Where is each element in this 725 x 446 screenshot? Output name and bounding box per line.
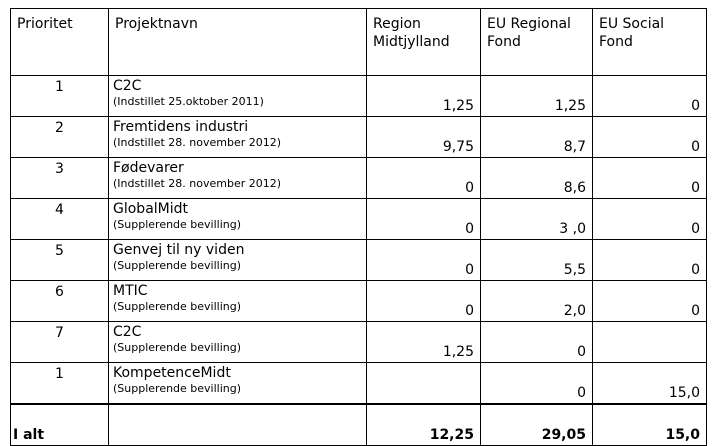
row-project: C2C (Indstillet 25.oktober 2011) xyxy=(108,75,367,117)
row-priority: 1 xyxy=(10,362,109,405)
row-region: 0 xyxy=(366,239,481,281)
row-project: GlobalMidt (Supplerende bevilling) xyxy=(108,198,367,240)
row-project: Fremtidens industri (Indstillet 28. novem… xyxy=(108,116,367,158)
row-project: C2C (Supplerende bevilling) xyxy=(108,321,367,363)
row-priority: 2 xyxy=(10,116,109,158)
row-eu-regional: 5,5 xyxy=(480,239,593,281)
row-priority: 1 xyxy=(10,75,109,117)
row-eu-social: 0 xyxy=(592,280,707,322)
header-region: Region Midtjylland xyxy=(366,8,481,76)
row-project: KompetenceMidt (Supplerende bevilling) xyxy=(108,362,367,405)
table-row: 1 KompetenceMidt (Supplerende bevilling) … xyxy=(10,362,707,405)
project-name: KompetenceMidt xyxy=(113,365,231,381)
project-note: (Supplerende bevilling) xyxy=(113,300,242,313)
row-eu-regional: 0 xyxy=(480,362,593,405)
row-region: 0 xyxy=(366,157,481,199)
header-priority: Prioritet xyxy=(10,8,109,76)
row-priority: 4 xyxy=(10,198,109,240)
project-name: C2C xyxy=(113,324,142,340)
header-eu-regional: EU Regional Fond xyxy=(480,8,593,76)
table-row: 6 MTIC (Supplerende bevilling) 0 2,0 0 xyxy=(10,280,707,322)
row-region xyxy=(366,362,481,405)
row-region: 9,75 xyxy=(366,116,481,158)
header-row: Prioritet Projektnavn Region Midtjylland… xyxy=(10,8,707,76)
row-eu-regional: 8,7 xyxy=(480,116,593,158)
row-eu-social: 15,0 xyxy=(592,362,707,405)
row-project: MTIC (Supplerende bevilling) xyxy=(108,280,367,322)
project-note: (Indstillet 28. november 2012) xyxy=(113,177,282,190)
row-eu-social: 0 xyxy=(592,157,707,199)
total-label: I alt xyxy=(10,403,109,446)
row-eu-social xyxy=(592,321,707,363)
table-row: 4 GlobalMidt (Supplerende bevilling) 0 3 … xyxy=(10,198,707,240)
row-eu-social: 0 xyxy=(592,239,707,281)
project-note: (Supplerende bevilling) xyxy=(113,341,242,354)
row-eu-regional: 1,25 xyxy=(480,75,593,117)
row-priority: 3 xyxy=(10,157,109,199)
total-region: 12,25 xyxy=(366,403,481,446)
project-note: (Indstillet 28. november 2012) xyxy=(113,136,282,149)
row-priority: 7 xyxy=(10,321,109,363)
row-eu-social: 0 xyxy=(592,198,707,240)
project-note: (Supplerende bevilling) xyxy=(113,218,242,231)
table-row: 5 Genvej til ny viden (Supplerende bevill… xyxy=(10,239,707,281)
row-project: Genvej til ny viden (Supplerende bevillin… xyxy=(108,239,367,281)
table-row: 7 C2C (Supplerende bevilling) 1,25 0 xyxy=(10,321,707,363)
table-row: 2 Fremtidens industri (Indstillet 28. nov… xyxy=(10,116,707,158)
project-name: MTIC xyxy=(113,283,148,299)
row-eu-regional: 3 ,0 xyxy=(480,198,593,240)
header-eu-social: EU Social Fond xyxy=(592,8,707,76)
row-eu-regional: 0 xyxy=(480,321,593,363)
row-region: 0 xyxy=(366,198,481,240)
total-eu-social: 15,0 xyxy=(592,403,707,446)
row-region: 1,25 xyxy=(366,321,481,363)
project-note: (Supplerende bevilling) xyxy=(113,259,242,272)
table-row: 3 Fødevarer (Indstillet 28. november 2012… xyxy=(10,157,707,199)
funding-table: Prioritet Projektnavn Region Midtjylland… xyxy=(10,8,707,446)
row-eu-regional: 8,6 xyxy=(480,157,593,199)
project-note: (Indstillet 25.oktober 2011) xyxy=(113,95,264,108)
project-name: GlobalMidt xyxy=(113,201,189,217)
project-note: (Supplerende bevilling) xyxy=(113,382,242,395)
project-name: Genvej til ny viden xyxy=(113,242,245,258)
row-priority: 6 xyxy=(10,280,109,322)
total-empty-cell xyxy=(108,403,367,446)
row-priority: 5 xyxy=(10,239,109,281)
row-eu-social: 0 xyxy=(592,75,707,117)
row-eu-regional: 2,0 xyxy=(480,280,593,322)
total-eu-regional: 29,05 xyxy=(480,403,593,446)
row-eu-social: 0 xyxy=(592,116,707,158)
project-name: Fremtidens industri xyxy=(113,119,249,135)
project-name: Fødevarer xyxy=(113,160,184,176)
total-row: I alt 12,25 29,05 15,0 xyxy=(10,403,707,446)
header-project: Projektnavn xyxy=(108,8,367,76)
row-region: 1,25 xyxy=(366,75,481,117)
table-row: 1 C2C (Indstillet 25.oktober 2011) 1,25 1… xyxy=(10,75,707,117)
row-region: 0 xyxy=(366,280,481,322)
project-name: C2C xyxy=(113,78,142,94)
row-project: Fødevarer (Indstillet 28. november 2012) xyxy=(108,157,367,199)
